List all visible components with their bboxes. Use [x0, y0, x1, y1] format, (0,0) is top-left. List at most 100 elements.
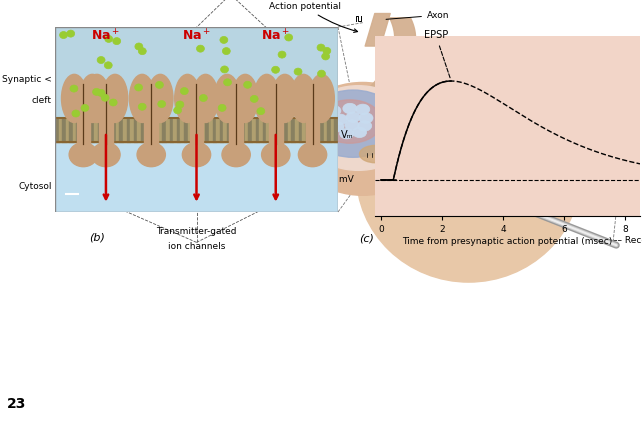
Bar — [209, 118, 213, 141]
Bar — [94, 118, 98, 141]
Text: Axon: Axon — [386, 11, 449, 20]
Ellipse shape — [272, 74, 297, 122]
Bar — [213, 118, 216, 141]
Ellipse shape — [84, 74, 110, 122]
Bar — [288, 118, 291, 141]
Ellipse shape — [148, 74, 173, 122]
Bar — [227, 118, 230, 141]
Bar — [101, 118, 105, 141]
Text: −65 mV: −65 mV — [317, 175, 354, 184]
Bar — [191, 118, 195, 141]
Bar — [123, 118, 126, 141]
Bar — [76, 118, 80, 141]
Bar — [302, 118, 306, 141]
Bar — [58, 118, 62, 141]
Bar — [273, 118, 277, 141]
Bar — [338, 118, 342, 141]
Ellipse shape — [222, 48, 230, 55]
Bar — [180, 118, 184, 141]
Bar — [229, 116, 243, 144]
Ellipse shape — [222, 143, 250, 167]
Text: –– Record Vₘ: –– Record Vₘ — [613, 237, 642, 245]
Ellipse shape — [174, 107, 182, 114]
Bar — [134, 118, 137, 141]
Ellipse shape — [69, 143, 98, 167]
Ellipse shape — [278, 51, 286, 58]
Bar — [230, 118, 234, 141]
Text: Axon terminal: Axon terminal — [380, 85, 497, 108]
Bar — [177, 118, 180, 141]
Ellipse shape — [317, 44, 325, 51]
Bar — [55, 132, 338, 212]
Bar — [105, 118, 108, 141]
Ellipse shape — [318, 100, 382, 143]
Ellipse shape — [102, 74, 128, 122]
Ellipse shape — [113, 38, 121, 45]
Text: Action potential: Action potential — [269, 2, 358, 33]
Ellipse shape — [97, 89, 105, 96]
Bar — [130, 118, 134, 141]
Bar — [126, 118, 130, 141]
Text: Postsynaptic: Postsynaptic — [562, 152, 619, 161]
Bar — [327, 118, 331, 141]
Bar — [241, 118, 245, 141]
Ellipse shape — [330, 122, 344, 132]
Ellipse shape — [340, 128, 354, 139]
Ellipse shape — [60, 32, 67, 39]
Ellipse shape — [138, 48, 146, 55]
Bar — [313, 118, 317, 141]
Text: cleft: cleft — [32, 96, 52, 105]
Text: Synaptic <: Synaptic < — [2, 75, 52, 84]
Bar — [331, 118, 334, 141]
Ellipse shape — [285, 34, 293, 41]
Bar — [76, 116, 90, 144]
Bar — [73, 118, 76, 141]
Bar — [238, 118, 241, 141]
Text: (b): (b) — [89, 232, 105, 242]
Bar — [248, 118, 252, 141]
Text: Transmitter-gated: Transmitter-gated — [156, 227, 237, 236]
Bar — [324, 118, 327, 141]
Bar — [259, 118, 263, 141]
Ellipse shape — [130, 74, 155, 122]
Text: Vₘ: Vₘ — [341, 131, 354, 141]
Text: Na$^+$: Na$^+$ — [261, 28, 290, 44]
Text: dendrite: dendrite — [562, 163, 600, 171]
Bar — [320, 118, 324, 141]
Bar — [189, 116, 204, 144]
Ellipse shape — [250, 95, 258, 102]
Text: Na$^+$: Na$^+$ — [91, 28, 121, 44]
Ellipse shape — [175, 74, 200, 122]
Ellipse shape — [345, 120, 359, 130]
Ellipse shape — [221, 66, 229, 73]
Bar — [91, 118, 94, 141]
Ellipse shape — [223, 79, 232, 86]
Text: ion channels: ion channels — [168, 242, 225, 251]
Ellipse shape — [158, 101, 166, 108]
Ellipse shape — [92, 143, 120, 167]
Bar — [266, 118, 270, 141]
Bar — [87, 118, 91, 141]
Ellipse shape — [176, 101, 184, 108]
Bar — [152, 118, 155, 141]
Bar — [284, 118, 288, 141]
Bar — [270, 118, 273, 141]
Text: (a): (a) — [286, 81, 301, 91]
Bar — [55, 27, 338, 132]
Bar — [65, 118, 69, 141]
Bar — [112, 118, 116, 141]
Bar — [198, 118, 202, 141]
Ellipse shape — [302, 86, 415, 171]
Bar — [202, 118, 205, 141]
Bar — [306, 116, 319, 144]
Ellipse shape — [333, 114, 347, 125]
Ellipse shape — [356, 104, 370, 115]
Ellipse shape — [356, 65, 581, 282]
Ellipse shape — [220, 36, 228, 43]
Bar — [69, 118, 73, 141]
Bar — [245, 118, 248, 141]
Bar — [334, 118, 338, 141]
Text: 23: 23 — [6, 397, 26, 411]
Ellipse shape — [135, 43, 143, 50]
Bar — [299, 118, 302, 141]
